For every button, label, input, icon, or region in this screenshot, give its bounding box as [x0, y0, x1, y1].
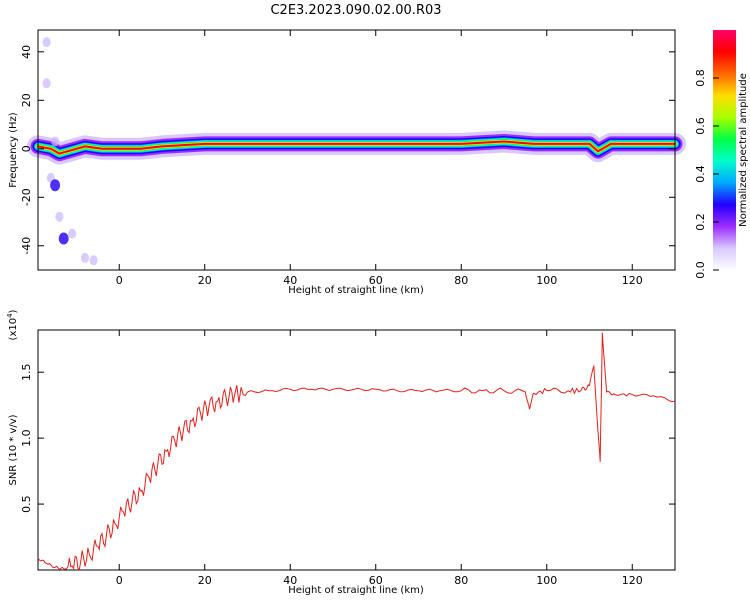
spectrogram-xtick-label: 120 — [622, 274, 643, 287]
snr-ytick-label: 1.0 — [20, 429, 33, 447]
spectrogram-blob — [58, 232, 69, 245]
spectrogram-xtick-label: 0 — [116, 274, 123, 287]
colorbar-tick-label: 0.8 — [694, 69, 707, 87]
spectrogram-ridge — [27, 130, 686, 165]
snr-xtick-label: 120 — [622, 574, 643, 587]
colorbar-tick-label: 0.2 — [694, 213, 707, 231]
snr-xtick-label: 80 — [454, 574, 468, 587]
spectrogram-xtick-label: 100 — [536, 274, 557, 287]
spectrogram-blob — [42, 78, 51, 89]
spectrogram-blob — [55, 211, 64, 222]
colorbar-ticks: 0.0 0.2 0.4 0.6 0.8 — [694, 69, 719, 279]
snr-line — [37, 332, 676, 571]
spectrogram-blob — [42, 37, 51, 48]
spectrogram-ytick-label: -40 — [20, 237, 33, 255]
spectrogram-blob — [51, 136, 60, 147]
snr-xtick-label: 100 — [536, 574, 557, 587]
snr-frame — [37, 329, 676, 571]
spectrogram-blob — [50, 179, 61, 192]
colorbar-label: Normalized spectral amplitude — [738, 73, 749, 227]
figure-title: C2E3.2023.090.02.00.R03 — [270, 3, 441, 18]
spectrogram-blob — [81, 252, 89, 263]
snr-ylabel: SNR (10 * v/v) — [8, 414, 19, 485]
colorbar-tick-label: 0.0 — [694, 261, 707, 279]
colorbar-tick-label: 0.4 — [694, 165, 707, 183]
spectrogram-ytick-label: 0 — [20, 145, 33, 152]
spectrogram-ylabel: Frequency (Hz) — [8, 112, 19, 188]
spectrogram-panel: 0 20 40 60 80 100 120 -40 -20 0 20 40 Height of str… — [8, 29, 686, 296]
snr-xtick-label: 20 — [198, 574, 212, 587]
colorbar-gradient — [713, 30, 736, 270]
snr-unit-label: (x104) — [6, 309, 19, 340]
snr-panel: 0 20 40 60 80 100 120 0.5 1.0 1.5 Height of strai… — [6, 309, 676, 596]
spectrogram-frame — [37, 29, 676, 271]
snr-xlabel: Height of straight line (km) — [288, 585, 424, 596]
spectrogram-blob — [89, 255, 98, 266]
spectrogram-scatter — [42, 37, 98, 266]
spectrogram-ytick-label: -20 — [20, 188, 33, 206]
spectrogram-xlabel: Height of straight line (km) — [288, 285, 424, 296]
ridge-band-7 — [37, 140, 676, 155]
snr-ytick-label: 0.5 — [20, 495, 33, 512]
spectrogram-xtick-label: 40 — [283, 274, 297, 287]
snr-xtick-label: 40 — [283, 574, 297, 587]
spectrogram-blob — [68, 228, 77, 239]
snr-axes: 0 20 40 60 80 100 120 0.5 1.0 1.5 — [20, 329, 676, 587]
spectrogram-xtick-label: 20 — [198, 274, 212, 287]
snr-ytick-label: 1.5 — [20, 363, 33, 381]
spectrogram-ytick-label: 20 — [20, 93, 33, 107]
spectrogram-xtick-label: 60 — [369, 274, 383, 287]
colorbar-tick-label: 0.6 — [694, 117, 707, 135]
spectrogram-axes: 0 20 40 60 80 100 120 -40 -20 0 20 40 — [20, 29, 676, 287]
spectrogram-xtick-label: 80 — [454, 274, 468, 287]
snr-xtick-label: 0 — [116, 574, 123, 587]
spectrogram-ytick-label: 40 — [20, 45, 33, 59]
colorbar: 0.0 0.2 0.4 0.6 0.8 Normalized spectral ampl… — [694, 30, 749, 279]
snr-xtick-label: 60 — [369, 574, 383, 587]
